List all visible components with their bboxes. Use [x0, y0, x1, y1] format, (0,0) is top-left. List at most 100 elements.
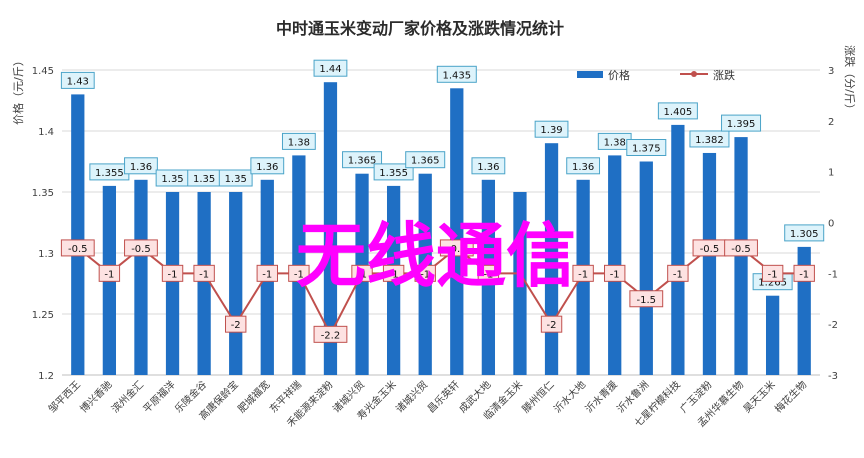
right-tick-label: -1	[828, 269, 838, 280]
price-label: 1.36	[572, 162, 594, 173]
change-label-box	[540, 315, 563, 333]
left-tick-label: 1.3	[38, 249, 54, 260]
change-label: -1	[483, 269, 493, 280]
price-bar	[450, 88, 464, 376]
right-axis-ticks: -3 -2 -1 0 1 2 3	[828, 66, 838, 382]
right-axis-label: 涨跌（分/斤）	[843, 45, 857, 115]
category-label: 滨州金汇	[109, 378, 146, 415]
change-label-box	[572, 264, 594, 282]
price-bar	[671, 124, 685, 376]
price-label: 1.36	[130, 162, 152, 173]
change-label: -1	[294, 269, 304, 280]
left-tick-label: 1.45	[32, 66, 54, 77]
change-label-box	[761, 264, 784, 282]
legend-bar-label: 价格	[608, 68, 630, 82]
left-axis-ticks: 1.2 1.25 1.3 1.35 1.4 1.45	[32, 66, 54, 382]
change-label: -2	[231, 320, 241, 331]
price-label-box	[250, 157, 285, 175]
price-label-box	[373, 163, 414, 181]
price-label-box	[218, 169, 253, 187]
change-label: -1	[104, 269, 114, 280]
price-label-box	[281, 132, 316, 150]
change-label-box	[477, 264, 500, 282]
change-label: -1	[420, 269, 430, 280]
right-tick-label: 1	[828, 168, 834, 179]
category-label: 平原福洋	[140, 378, 177, 415]
category-label: 邹平西王	[45, 378, 82, 415]
left-axis-label: 价格（元/斤）	[11, 55, 25, 125]
price-label-box	[657, 102, 698, 120]
change-label: -1	[673, 269, 683, 280]
price-label: 1.382	[695, 135, 724, 146]
chart-title: 中时通玉米变动厂家价格及涨跌情况统计	[276, 19, 564, 38]
change-label: -2	[547, 320, 557, 331]
change-label: -1	[262, 269, 272, 280]
price-label: 1.36	[256, 162, 278, 173]
price-bar	[134, 179, 148, 375]
price-bar	[765, 295, 780, 375]
price-label-box	[405, 151, 446, 169]
legend-bar-swatch	[577, 71, 603, 78]
change-label: -1	[578, 269, 588, 280]
change-label-box	[414, 264, 436, 282]
price-bar	[197, 192, 211, 375]
category-labels: 邹平西王博兴香驰滨州金汇平原福洋乐陵金谷高唐保龄宝肥城福宽东平祥瑞禾能源来淀粉诸…	[45, 378, 809, 430]
change-label-box	[98, 264, 121, 282]
price-bar-labels: 1.43 1.355 1.36 1.35 1.35 1.35 1.36 1.38 1.44 1.3…	[60, 59, 825, 291]
price-bar	[702, 152, 717, 375]
change-label: -0.5	[131, 244, 151, 255]
change-label-box	[793, 264, 815, 282]
category-label: 沂水大地	[551, 378, 588, 415]
category-label: 滕州恒仁	[519, 378, 556, 415]
price-label-box	[60, 71, 95, 89]
left-tick-label: 1.35	[32, 188, 54, 199]
change-label-box	[382, 264, 405, 282]
price-label-box	[566, 157, 601, 175]
left-tick-label: 1.25	[32, 310, 54, 321]
category-label: 博兴香驰	[77, 378, 114, 415]
change-label-box	[351, 264, 373, 282]
change-label-box	[256, 264, 278, 282]
category-label: 沂水青援	[582, 378, 619, 415]
right-tick-label: 0	[828, 219, 834, 230]
change-label-box	[439, 239, 474, 257]
change-label: -2.2	[321, 330, 341, 341]
change-label-box	[667, 264, 689, 282]
price-label-box	[342, 151, 383, 169]
right-tick-label: -3	[828, 371, 838, 382]
price-label: 1.265	[758, 278, 787, 289]
change-label: -0.5	[731, 244, 751, 255]
price-label: 1.39	[540, 125, 562, 136]
change-label: -1	[799, 269, 809, 280]
legend-line-label: 涨跌	[713, 68, 735, 82]
change-label: -1.5	[637, 295, 657, 306]
price-bar	[323, 82, 338, 375]
category-label: 梅花生物	[772, 378, 809, 415]
legend: 价格 涨跌	[577, 68, 735, 82]
price-label: 1.36	[477, 162, 499, 173]
category-label: 肥城福宽	[235, 378, 272, 415]
price-label: 1.365	[348, 156, 377, 167]
price-label: 1.405	[664, 107, 693, 118]
price-label: 1.38	[604, 137, 626, 148]
price-label: 1.35	[161, 174, 183, 185]
price-label: 1.35	[225, 174, 247, 185]
category-label: 昊天玉米	[740, 378, 777, 415]
price-label-box	[784, 224, 825, 242]
price-label-box	[436, 65, 477, 83]
price-label: 1.365	[411, 156, 440, 167]
left-tick-label: 1.2	[38, 371, 54, 382]
change-label: -0.5	[447, 244, 467, 255]
legend-line-marker	[691, 71, 697, 77]
change-label: -1	[389, 269, 399, 280]
change-label-box	[724, 239, 758, 257]
price-label: 1.395	[727, 119, 756, 130]
category-label: 昌乐英轩	[424, 378, 461, 415]
price-bar	[513, 192, 527, 375]
change-label-box	[604, 264, 626, 282]
price-label: 1.305	[790, 229, 819, 240]
change-label: -0.5	[700, 244, 720, 255]
price-label: 1.38	[288, 137, 310, 148]
price-label-box	[471, 157, 506, 175]
